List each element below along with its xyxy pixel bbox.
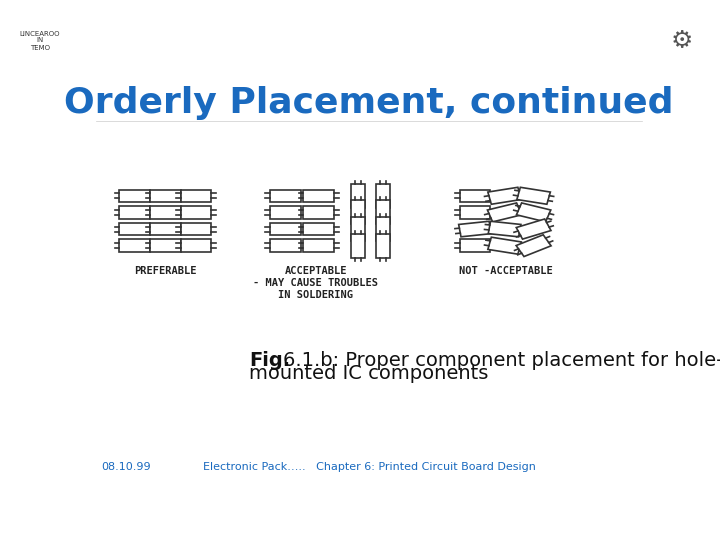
FancyBboxPatch shape [181, 206, 212, 219]
FancyBboxPatch shape [351, 217, 365, 241]
FancyBboxPatch shape [376, 234, 390, 258]
FancyBboxPatch shape [120, 239, 150, 252]
FancyBboxPatch shape [488, 187, 521, 204]
FancyBboxPatch shape [459, 239, 490, 252]
Text: Fig.: Fig. [249, 352, 290, 370]
FancyBboxPatch shape [120, 223, 150, 235]
Text: Orderly Placement, continued: Orderly Placement, continued [64, 85, 674, 119]
FancyBboxPatch shape [459, 221, 491, 237]
FancyBboxPatch shape [516, 219, 551, 239]
FancyBboxPatch shape [459, 206, 490, 219]
FancyBboxPatch shape [150, 239, 181, 252]
FancyBboxPatch shape [150, 223, 181, 235]
Text: Electronic Pack…..   Chapter 6: Printed Circuit Board Design: Electronic Pack….. Chapter 6: Printed Ci… [202, 462, 536, 472]
FancyBboxPatch shape [516, 203, 551, 222]
FancyBboxPatch shape [181, 223, 212, 235]
FancyBboxPatch shape [303, 239, 334, 252]
FancyBboxPatch shape [376, 217, 390, 241]
FancyBboxPatch shape [303, 190, 334, 202]
FancyBboxPatch shape [120, 206, 150, 219]
FancyBboxPatch shape [303, 223, 334, 235]
FancyBboxPatch shape [120, 190, 150, 202]
Text: ACCEPTABLE
- MAY CAUSE TROUBLES
IN SOLDERING: ACCEPTABLE - MAY CAUSE TROUBLES IN SOLDE… [253, 266, 379, 300]
FancyBboxPatch shape [517, 187, 550, 204]
FancyBboxPatch shape [516, 235, 551, 256]
Text: mounted IC components: mounted IC components [249, 364, 489, 383]
FancyBboxPatch shape [303, 206, 334, 219]
Text: PREFERABLE: PREFERABLE [134, 266, 197, 276]
FancyBboxPatch shape [270, 206, 301, 219]
FancyBboxPatch shape [270, 239, 301, 252]
FancyBboxPatch shape [351, 200, 365, 225]
FancyBboxPatch shape [459, 190, 490, 202]
Text: LINCEAROO
IN
TEMO: LINCEAROO IN TEMO [19, 30, 60, 51]
FancyBboxPatch shape [376, 200, 390, 225]
FancyBboxPatch shape [488, 237, 521, 254]
FancyBboxPatch shape [181, 239, 212, 252]
FancyBboxPatch shape [270, 190, 301, 202]
FancyBboxPatch shape [487, 203, 522, 222]
FancyBboxPatch shape [270, 223, 301, 235]
Text: 6.1.b: Proper component placement for hole- and surface: 6.1.b: Proper component placement for ho… [282, 352, 720, 370]
Text: NOT -ACCEPTABLE: NOT -ACCEPTABLE [459, 266, 552, 276]
FancyBboxPatch shape [351, 234, 365, 258]
FancyBboxPatch shape [376, 184, 390, 208]
FancyBboxPatch shape [150, 206, 181, 219]
FancyBboxPatch shape [150, 190, 181, 202]
FancyBboxPatch shape [181, 190, 212, 202]
Text: ⚙: ⚙ [671, 29, 693, 52]
FancyBboxPatch shape [488, 221, 521, 237]
Text: 08.10.99: 08.10.99 [101, 462, 150, 472]
FancyBboxPatch shape [351, 184, 365, 208]
